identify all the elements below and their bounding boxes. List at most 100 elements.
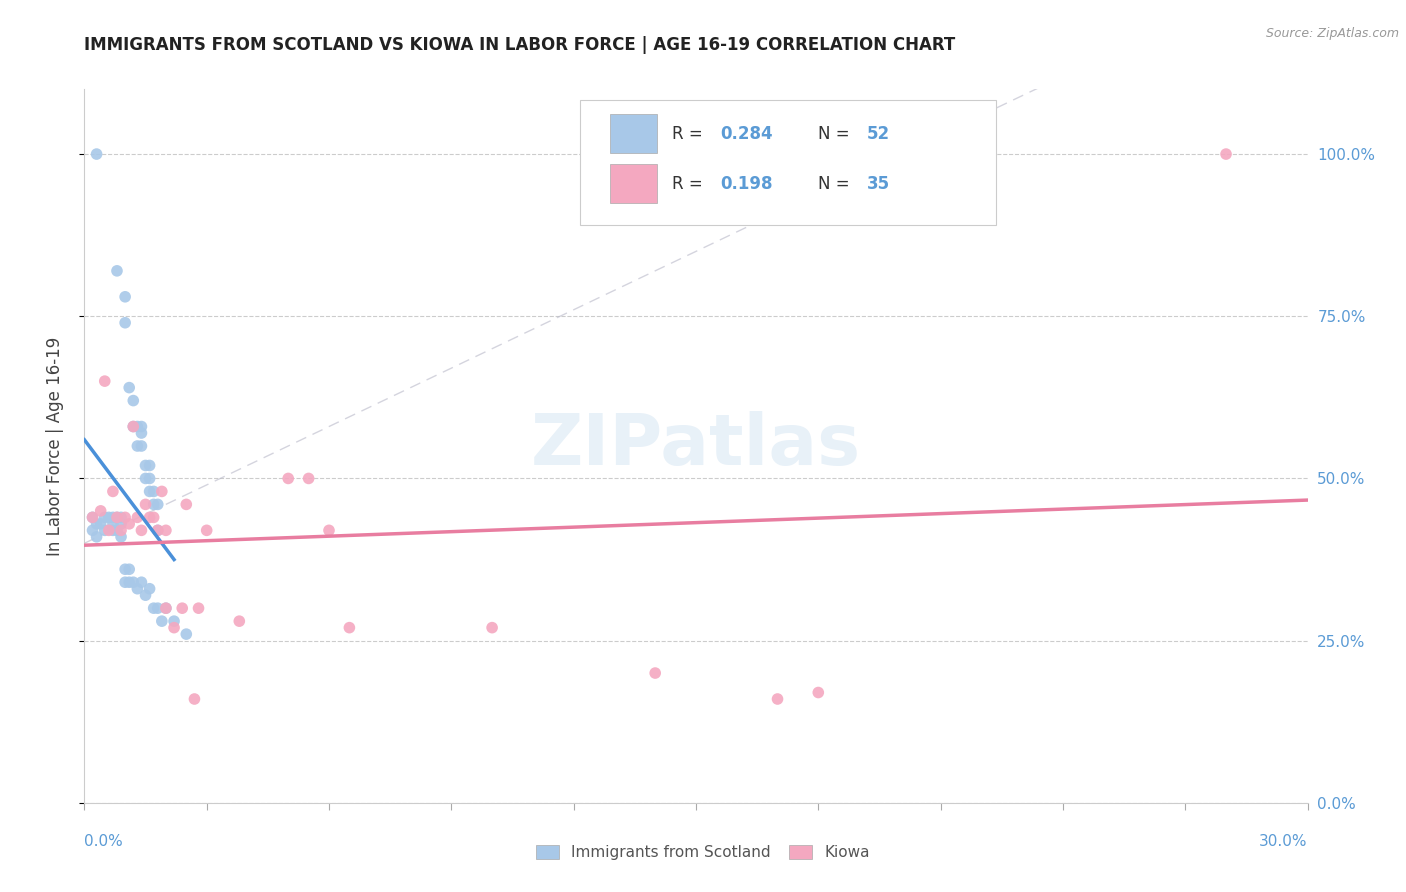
Text: Source: ZipAtlas.com: Source: ZipAtlas.com <box>1265 27 1399 40</box>
Point <box>86 530 108 544</box>
Point <box>135 458 157 473</box>
Point <box>131 439 153 453</box>
Point <box>122 419 145 434</box>
Point <box>138 458 160 473</box>
Point <box>110 530 132 544</box>
Point <box>138 471 160 485</box>
FancyBboxPatch shape <box>610 114 657 153</box>
Point <box>86 147 108 161</box>
Point <box>93 510 117 524</box>
Point <box>110 510 132 524</box>
Point <box>142 497 165 511</box>
Point <box>277 471 299 485</box>
Point <box>131 524 153 538</box>
Point <box>110 524 132 538</box>
Point <box>118 516 141 531</box>
Point <box>122 419 145 434</box>
Point <box>105 524 128 538</box>
Text: R =: R = <box>672 125 707 143</box>
Text: 30.0%: 30.0% <box>1260 834 1308 849</box>
Point <box>127 419 149 434</box>
Point <box>146 601 169 615</box>
Text: ZIPatlas: ZIPatlas <box>531 411 860 481</box>
Point <box>114 316 136 330</box>
Legend: Immigrants from Scotland, Kiowa: Immigrants from Scotland, Kiowa <box>530 839 876 866</box>
Point <box>105 510 128 524</box>
Point <box>101 516 124 531</box>
Point <box>138 510 160 524</box>
Point <box>298 471 321 485</box>
Y-axis label: In Labor Force | Age 16-19: In Labor Force | Age 16-19 <box>45 336 63 556</box>
Point <box>118 381 141 395</box>
Point <box>142 601 165 615</box>
Text: 35: 35 <box>868 175 890 193</box>
Point <box>146 524 169 538</box>
Point <box>114 510 136 524</box>
Point <box>146 497 169 511</box>
FancyBboxPatch shape <box>610 164 657 203</box>
Text: N =: N = <box>818 175 855 193</box>
Point <box>90 504 112 518</box>
Point <box>135 588 157 602</box>
Point <box>93 524 117 538</box>
Point <box>101 510 124 524</box>
Point <box>97 524 120 538</box>
Point <box>155 601 177 615</box>
Text: 0.198: 0.198 <box>720 175 773 193</box>
Point <box>142 484 165 499</box>
Point <box>114 290 136 304</box>
Point <box>163 621 186 635</box>
Point <box>163 614 186 628</box>
Point <box>105 264 128 278</box>
Point <box>183 692 205 706</box>
Text: 0.0%: 0.0% <box>84 834 124 849</box>
Point <box>176 497 198 511</box>
Text: 52: 52 <box>868 125 890 143</box>
Point <box>86 516 108 531</box>
Point <box>131 575 153 590</box>
Point <box>122 393 145 408</box>
Point <box>150 614 173 628</box>
Point <box>105 510 128 524</box>
Point <box>135 471 157 485</box>
Point <box>155 524 177 538</box>
Point <box>318 524 340 538</box>
Point <box>90 516 112 531</box>
Point <box>142 510 165 524</box>
Point <box>118 575 141 590</box>
Point <box>339 621 361 635</box>
Text: N =: N = <box>818 125 855 143</box>
Point <box>172 601 194 615</box>
Point <box>114 575 136 590</box>
Point <box>82 510 104 524</box>
Point <box>155 601 177 615</box>
Point <box>114 562 136 576</box>
Point <box>101 484 124 499</box>
Point <box>110 516 132 531</box>
Point <box>146 524 169 538</box>
Text: R =: R = <box>672 175 707 193</box>
Point <box>131 419 153 434</box>
Text: IMMIGRANTS FROM SCOTLAND VS KIOWA IN LABOR FORCE | AGE 16-19 CORRELATION CHART: IMMIGRANTS FROM SCOTLAND VS KIOWA IN LAB… <box>84 36 956 54</box>
Point <box>187 601 209 615</box>
Point <box>127 582 149 596</box>
Point <box>1215 147 1237 161</box>
Point <box>97 510 120 524</box>
Point <box>195 524 218 538</box>
Point <box>122 575 145 590</box>
Point <box>176 627 198 641</box>
Point <box>101 524 124 538</box>
Point <box>82 524 104 538</box>
Point <box>93 374 117 388</box>
Point <box>644 666 666 681</box>
Point <box>135 497 157 511</box>
Point <box>131 425 153 440</box>
Point <box>82 510 104 524</box>
Point <box>766 692 789 706</box>
Point <box>138 484 160 499</box>
Point <box>150 484 173 499</box>
Point <box>118 562 141 576</box>
Point <box>127 510 149 524</box>
Point <box>807 685 830 699</box>
Text: 0.284: 0.284 <box>720 125 773 143</box>
